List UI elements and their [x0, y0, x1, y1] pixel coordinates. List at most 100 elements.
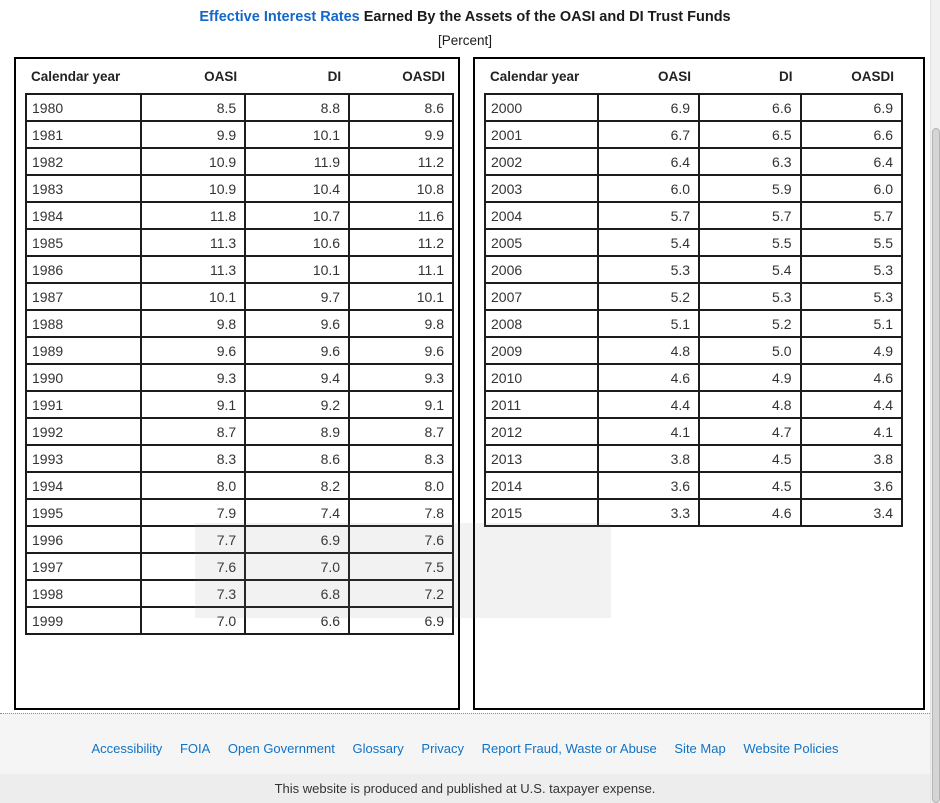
rate-cell: 10.1 — [244, 120, 351, 149]
rate-cell: 5.1 — [596, 309, 701, 338]
rate-cell: 10.4 — [244, 174, 351, 203]
rate-cell: 7.6 — [348, 525, 454, 554]
table-row: 2000 6.9 6.6 6.9 — [484, 93, 903, 122]
rate-cell: 6.4 — [596, 147, 701, 176]
rate-cell: 6.7 — [596, 120, 701, 149]
rate-cell: 9.1 — [348, 390, 454, 419]
footer-link-glossary[interactable]: Glossary — [352, 741, 404, 756]
rate-cell: 6.4 — [799, 147, 903, 176]
rate-cell: 4.5 — [698, 444, 802, 473]
year-cell: 1983 — [24, 174, 143, 203]
rate-cell: 3.6 — [596, 471, 701, 500]
rate-cell: 5.4 — [698, 255, 802, 284]
table-row: 2012 4.1 4.7 4.1 — [484, 417, 903, 446]
rate-cell: 10.1 — [140, 282, 247, 311]
table-row: 2001 6.7 6.5 6.6 — [484, 120, 903, 149]
rate-cell: 3.6 — [799, 471, 903, 500]
year-cell: 2011 — [484, 390, 599, 419]
rate-cell: 10.7 — [244, 201, 351, 230]
rates-table-1980-1999: Calendar year OASI DI OASDI 1980 8.5 8.8 8.… — [24, 65, 454, 635]
rate-cell: 9.6 — [244, 309, 351, 338]
rate-cell: 7.2 — [348, 579, 454, 608]
table-row: 1990 9.3 9.4 9.3 — [24, 363, 454, 392]
footer-link-foia[interactable]: FOIA — [179, 741, 211, 756]
year-cell: 2010 — [484, 363, 599, 392]
rate-cell: 10.1 — [348, 282, 454, 311]
table-header-row: Calendar year OASI DI OASDI — [26, 65, 453, 94]
footer-link-open-government[interactable]: Open Government — [227, 741, 335, 756]
rate-cell: 4.4 — [596, 390, 701, 419]
rate-cell: 6.3 — [698, 147, 802, 176]
rate-cell: 8.5 — [140, 93, 247, 122]
year-cell: 2014 — [484, 471, 599, 500]
table-row: 2010 4.6 4.9 4.6 — [484, 363, 903, 392]
footer-link-accessibility[interactable]: Accessibility — [91, 741, 163, 756]
table-row: 1980 8.5 8.8 8.6 — [24, 93, 454, 122]
rate-cell: 7.6 — [140, 552, 247, 581]
year-cell: 1999 — [24, 606, 143, 635]
rate-cell: 3.8 — [799, 444, 903, 473]
rate-cell: 10.9 — [140, 147, 247, 176]
table-row: 2003 6.0 5.9 6.0 — [484, 174, 903, 203]
rate-cell: 4.7 — [698, 417, 802, 446]
rate-cell: 4.6 — [698, 498, 802, 527]
year-cell: 2012 — [484, 417, 599, 446]
year-cell: 2008 — [484, 309, 599, 338]
rate-cell: 5.9 — [698, 174, 802, 203]
rate-cell: 9.9 — [140, 120, 247, 149]
rate-cell: 5.5 — [799, 228, 903, 257]
rate-cell: 5.3 — [698, 282, 802, 311]
rate-cell: 9.2 — [244, 390, 351, 419]
table-row: 2008 5.1 5.2 5.1 — [484, 309, 903, 338]
year-cell: 1998 — [24, 579, 143, 608]
rate-cell: 11.2 — [348, 147, 454, 176]
year-cell: 2009 — [484, 336, 599, 365]
column-header-di: DI — [327, 69, 342, 84]
table-row: 1989 9.6 9.6 9.6 — [24, 336, 454, 365]
effective-interest-rates-link[interactable]: Effective Interest Rates — [199, 9, 360, 25]
footer-link-report-fraud[interactable]: Report Fraud, Waste or Abuse — [481, 741, 657, 756]
rate-cell: 9.7 — [244, 282, 351, 311]
rate-cell: 5.7 — [698, 201, 802, 230]
rate-cell: 10.9 — [140, 174, 247, 203]
rate-cell: 6.0 — [596, 174, 701, 203]
vertical-scrollbar-thumb[interactable] — [932, 128, 940, 803]
rate-cell: 5.4 — [596, 228, 701, 257]
rate-cell: 6.6 — [698, 93, 802, 122]
table-row: 2005 5.4 5.5 5.5 — [484, 228, 903, 257]
table-row: 1999 7.0 6.6 6.9 — [24, 606, 454, 635]
rate-cell: 8.9 — [244, 417, 351, 446]
table-row: 1996 7.7 6.9 7.6 — [24, 525, 454, 554]
taxpayer-notice: This website is produced and published a… — [0, 774, 930, 803]
rate-cell: 4.4 — [799, 390, 903, 419]
column-header-oasi: OASI — [204, 69, 238, 84]
year-cell: 1980 — [24, 93, 143, 122]
footer-link-privacy[interactable]: Privacy — [421, 741, 465, 756]
year-cell: 2004 — [484, 201, 599, 230]
rate-cell: 8.6 — [348, 93, 454, 122]
rate-cell: 6.9 — [799, 93, 903, 122]
vertical-scrollbar-track[interactable] — [930, 0, 940, 803]
year-cell: 1986 — [24, 255, 143, 284]
rate-cell: 6.9 — [596, 93, 701, 122]
column-header-oasi: OASI — [658, 69, 692, 84]
rate-cell: 5.3 — [799, 255, 903, 284]
rate-cell: 11.9 — [244, 147, 351, 176]
rate-cell: 9.6 — [348, 336, 454, 365]
table-row: 1982 10.9 11.9 11.2 — [24, 147, 454, 176]
rate-cell: 3.4 — [799, 498, 903, 527]
table-row: 2011 4.4 4.8 4.4 — [484, 390, 903, 419]
year-cell: 2003 — [484, 174, 599, 203]
rate-cell: 5.3 — [799, 282, 903, 311]
table-row: 1983 10.9 10.4 10.8 — [24, 174, 454, 203]
footer-link-website-policies[interactable]: Website Policies — [743, 741, 839, 756]
rate-cell: 4.6 — [799, 363, 903, 392]
year-cell: 2007 — [484, 282, 599, 311]
table-row: 1991 9.1 9.2 9.1 — [24, 390, 454, 419]
rate-cell: 5.7 — [596, 201, 701, 230]
column-header-di: DI — [779, 69, 793, 84]
column-header-calendar-year: Calendar year — [490, 69, 580, 84]
rate-cell: 5.2 — [698, 309, 802, 338]
year-cell: 1994 — [24, 471, 143, 500]
footer-link-site-map[interactable]: Site Map — [674, 741, 726, 756]
